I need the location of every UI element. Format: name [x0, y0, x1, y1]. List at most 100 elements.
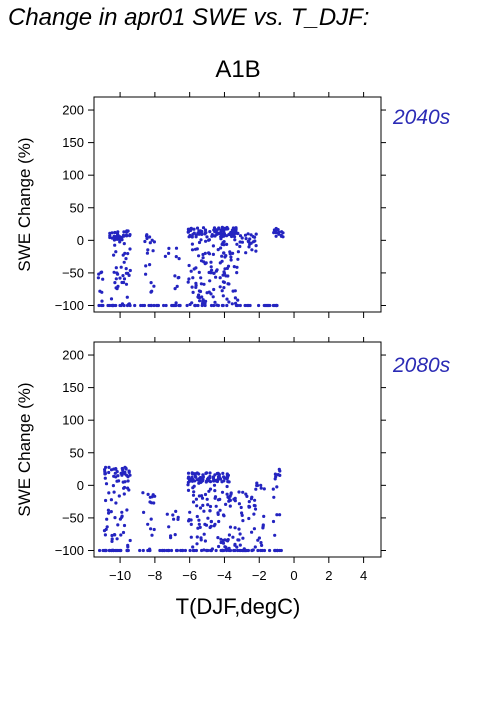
data-point: [108, 234, 112, 238]
data-point: [273, 472, 277, 476]
data-point: [199, 282, 203, 286]
data-point: [192, 231, 196, 235]
data-point: [115, 287, 119, 291]
data-point: [122, 242, 126, 246]
data-point: [207, 270, 211, 275]
data-point: [254, 487, 258, 491]
data-point: [104, 548, 108, 553]
data-point: [145, 233, 149, 237]
data-point: [203, 228, 208, 232]
data-point: [128, 303, 132, 308]
data-point: [250, 548, 254, 553]
y-axis-label: SWE Change (%): [15, 137, 34, 271]
data-point: [212, 226, 217, 230]
data-point: [172, 303, 177, 308]
data-point: [207, 251, 211, 255]
data-point: [233, 296, 237, 300]
data-point: [124, 230, 128, 234]
data-point: [186, 483, 190, 487]
data-point: [208, 230, 212, 234]
data-point: [205, 479, 209, 483]
data-point: [97, 303, 101, 308]
data-point: [126, 475, 130, 479]
data-point: [116, 523, 120, 527]
y-tick-label: −50: [62, 510, 84, 525]
data-point: [147, 303, 151, 308]
data-point: [217, 519, 221, 524]
data-point: [225, 548, 229, 553]
data-point: [201, 503, 205, 507]
data-point: [149, 527, 153, 531]
data-point: [195, 535, 199, 539]
data-point: [149, 290, 153, 294]
data-point: [174, 301, 178, 305]
data-point: [245, 303, 249, 308]
data-point: [149, 281, 153, 285]
data-point: [153, 494, 157, 498]
data-point: [250, 530, 254, 534]
data-point: [122, 277, 127, 281]
data-point: [236, 538, 240, 542]
data-point: [221, 294, 225, 298]
data-point: [228, 498, 232, 502]
data-point: [208, 504, 213, 509]
data-point: [152, 284, 156, 288]
data-point: [221, 280, 225, 284]
data-point: [231, 535, 235, 539]
data-point: [176, 515, 180, 520]
data-point: [207, 290, 211, 294]
data-point: [262, 514, 266, 519]
data-point: [260, 548, 264, 553]
data-point: [236, 231, 240, 235]
data-point: [150, 533, 154, 537]
data-point: [247, 245, 251, 249]
data-point: [200, 303, 204, 308]
data-point: [194, 266, 198, 270]
data-point: [255, 481, 259, 485]
data-point: [200, 548, 204, 553]
data-point: [198, 299, 202, 303]
data-point: [236, 257, 240, 261]
data-point: [183, 548, 187, 553]
data-point: [115, 237, 120, 241]
data-point: [244, 237, 248, 241]
data-point: [192, 490, 196, 494]
data-point: [187, 235, 191, 239]
data-point: [152, 240, 156, 244]
data-point: [109, 498, 113, 502]
data-point: [178, 303, 182, 308]
data-point: [230, 228, 234, 232]
data-point: [125, 234, 129, 238]
data-point: [193, 479, 197, 483]
data-point: [237, 502, 241, 506]
data-point: [189, 522, 193, 527]
data-point: [122, 523, 127, 528]
data-point: [122, 234, 126, 238]
data-point: [247, 504, 251, 508]
data-point: [98, 548, 102, 553]
data-point: [201, 475, 205, 479]
data-point: [189, 269, 193, 273]
data-point: [141, 303, 145, 308]
data-point: [253, 545, 257, 549]
data-point: [112, 253, 116, 257]
data-point: [125, 303, 130, 308]
data-point: [224, 545, 228, 549]
data-point: [213, 489, 217, 493]
data-point: [122, 486, 126, 490]
data-point: [225, 242, 229, 246]
data-point: [205, 497, 209, 501]
data-point: [128, 268, 132, 273]
data-point: [125, 295, 129, 299]
data-point: [225, 303, 229, 308]
data-point: [112, 533, 117, 537]
data-point: [225, 476, 229, 481]
data-point: [240, 513, 244, 518]
data-point: [203, 539, 207, 543]
data-point: [194, 548, 198, 553]
data-point: [233, 238, 237, 242]
data-point: [193, 472, 197, 476]
x-tick-label: −8: [147, 568, 162, 583]
data-point: [174, 509, 178, 513]
data-point: [167, 251, 171, 255]
